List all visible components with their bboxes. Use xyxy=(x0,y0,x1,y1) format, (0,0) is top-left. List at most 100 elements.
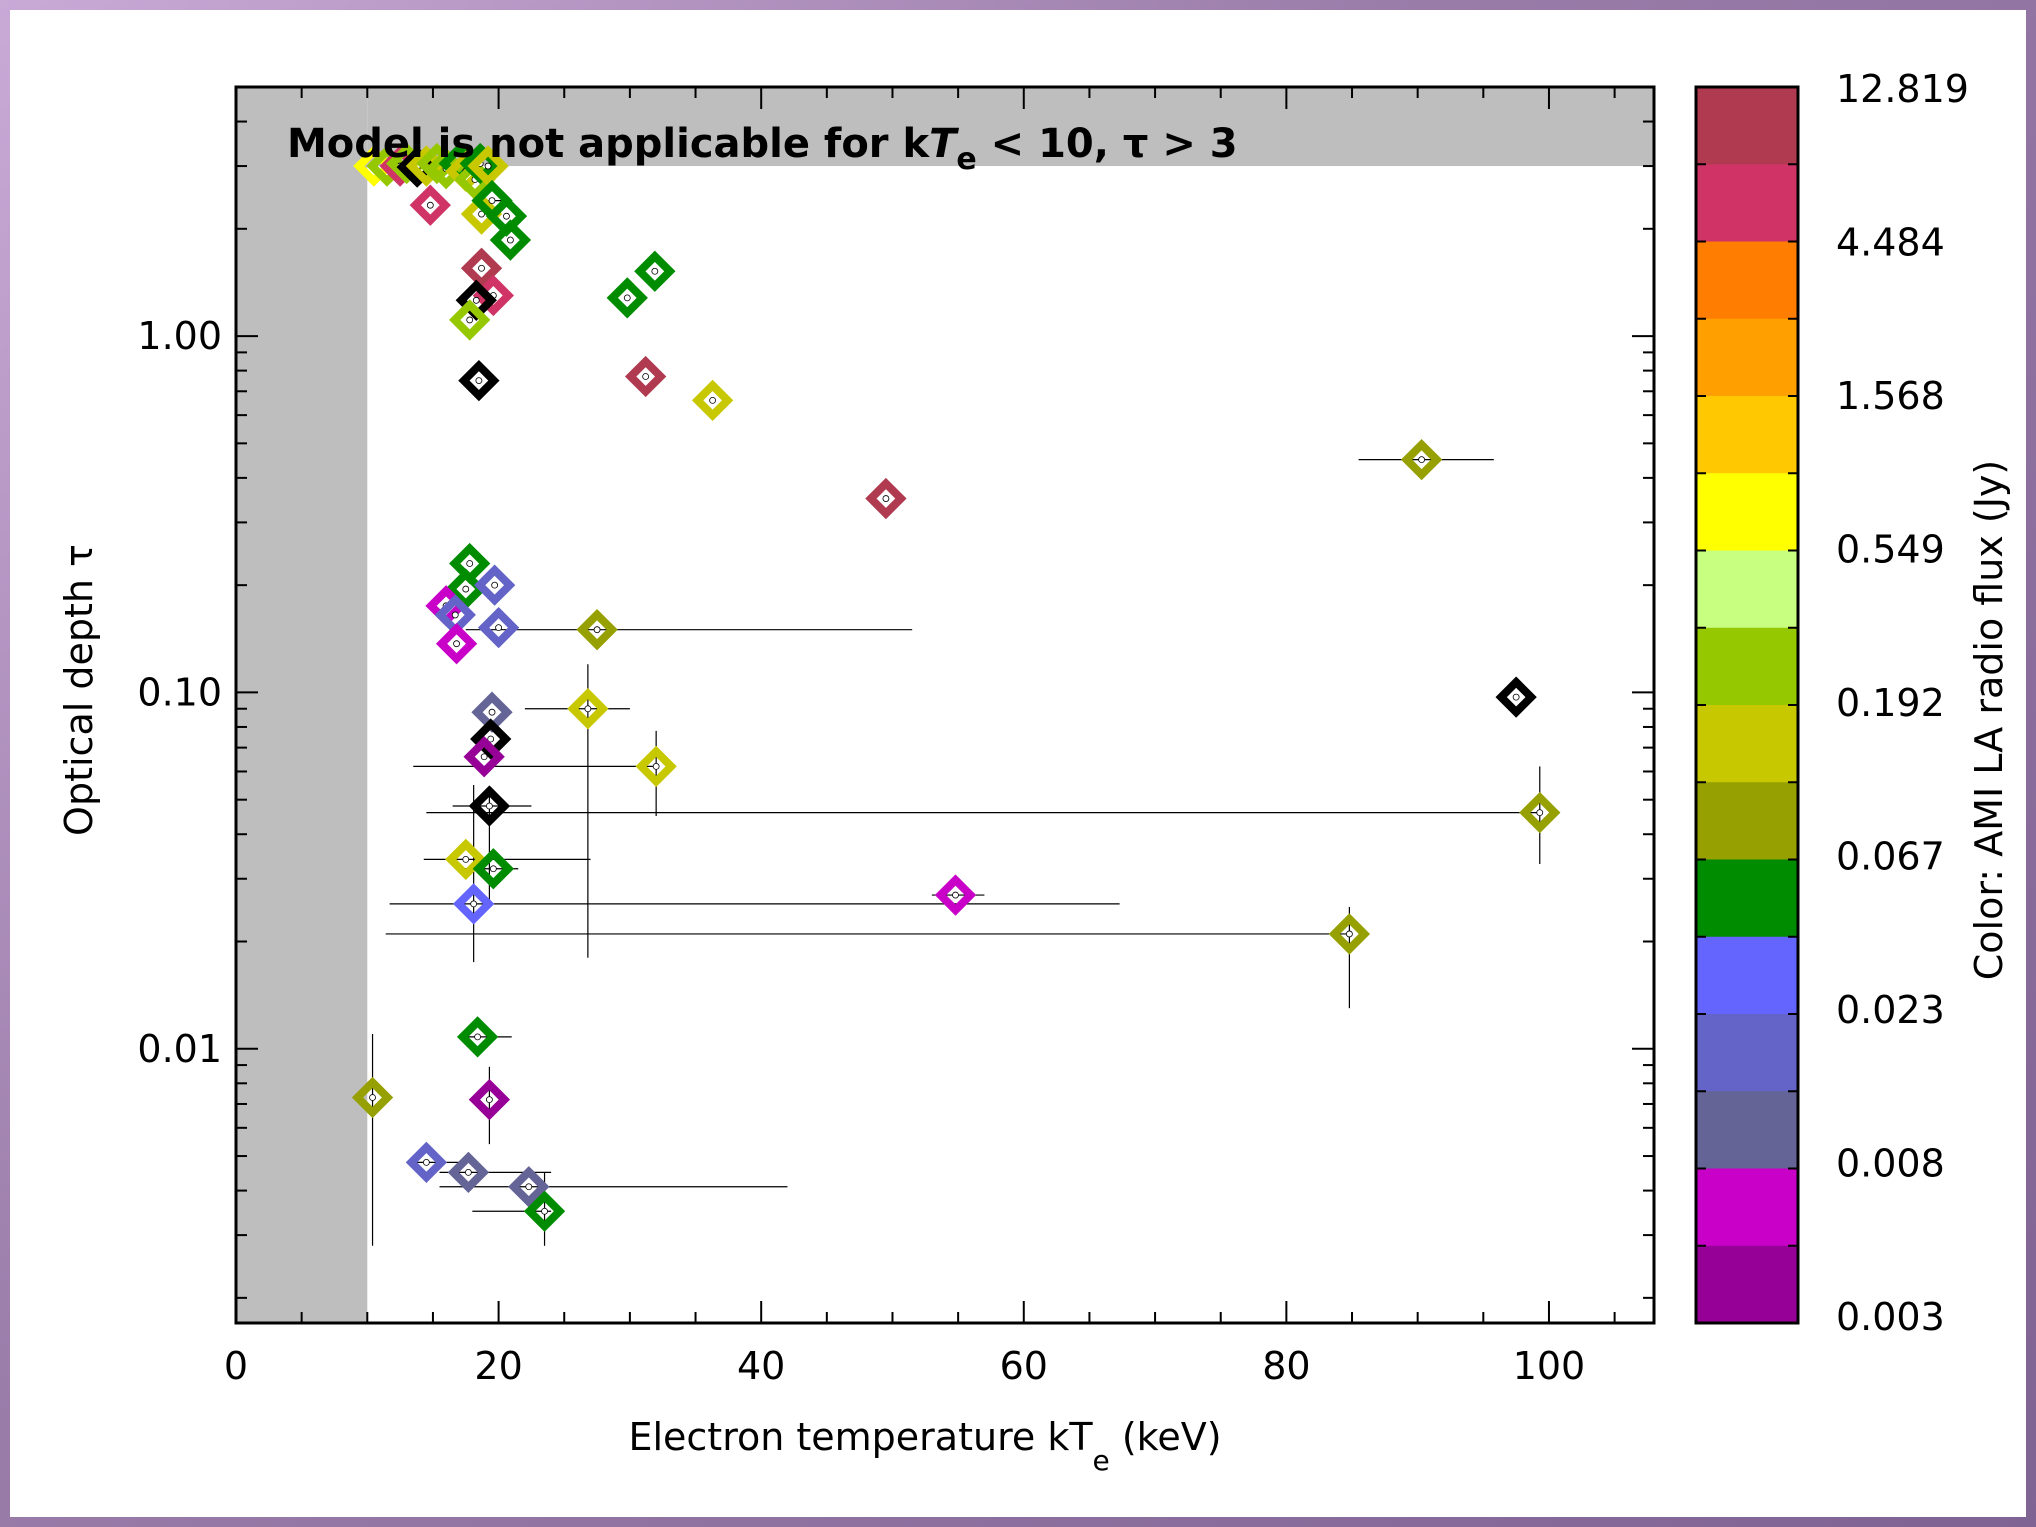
data-point xyxy=(865,477,907,520)
data-point xyxy=(472,848,514,890)
data-point xyxy=(1495,676,1537,718)
point-marker xyxy=(473,564,516,606)
data-point xyxy=(460,193,503,235)
point-center xyxy=(642,373,650,380)
colorbar-swatch xyxy=(1696,1245,1798,1324)
colorbar-tick-label: 0.067 xyxy=(1836,835,1945,879)
point-center xyxy=(525,1183,533,1191)
data-point xyxy=(1519,791,1561,834)
point-center xyxy=(462,585,470,593)
point-center xyxy=(453,640,460,648)
point-marker xyxy=(468,1078,511,1121)
x-tick-label: 60 xyxy=(1000,1344,1048,1388)
x-tick-label: 100 xyxy=(1513,1344,1586,1388)
point-center xyxy=(491,581,499,589)
scatter-chart: 0 20 40 60 80 100 0.01 0.10 1.00 Model is not ap… xyxy=(57,67,2011,1477)
data-point xyxy=(456,1016,499,1058)
tick-labels: 0 20 40 60 80 100 0.01 0.10 1.00 xyxy=(137,314,1585,1388)
point-marker xyxy=(460,193,503,235)
point-center xyxy=(593,626,601,634)
data-point xyxy=(405,1141,448,1184)
colorbar-tick-label: 4.484 xyxy=(1836,221,1945,265)
point-center xyxy=(495,624,502,632)
colorbar-tick-label: 0.003 xyxy=(1836,1295,1945,1339)
data-point xyxy=(351,1076,394,1119)
data-point xyxy=(467,145,509,187)
point-center xyxy=(474,1033,481,1041)
point-center xyxy=(422,1158,430,1166)
colorbar-swatch xyxy=(1696,318,1798,397)
point-marker xyxy=(508,1166,550,1208)
point-marker xyxy=(452,883,495,925)
data-point xyxy=(523,1190,566,1232)
point-marker xyxy=(458,359,500,402)
colorbar-tick-label: 0.192 xyxy=(1836,681,1945,725)
colorbar-swatch xyxy=(1696,473,1798,551)
point-marker xyxy=(1519,791,1561,834)
data-point xyxy=(477,606,520,649)
point-marker xyxy=(470,718,512,760)
point-marker xyxy=(1400,438,1443,481)
point-center xyxy=(507,236,514,244)
point-center xyxy=(464,1168,472,1176)
colorbar: 12.819 4.484 1.568 0.549 0.192 0.067 0.023 0.00… xyxy=(1694,67,1969,1339)
point-marker xyxy=(468,785,511,827)
colorbar-swatch xyxy=(1696,164,1798,242)
data-point xyxy=(473,564,516,606)
colorbar-swatch xyxy=(1696,1168,1798,1247)
point-marker xyxy=(456,1016,499,1058)
annotation-text: Model is not applicable for kTe < 10, τ … xyxy=(287,121,1238,177)
point-marker xyxy=(351,1076,394,1119)
point-marker xyxy=(409,184,451,226)
point-center xyxy=(652,763,660,770)
y-tick-label: 1.00 xyxy=(137,314,222,358)
point-marker xyxy=(460,247,503,289)
point-marker xyxy=(467,145,509,187)
point-marker xyxy=(523,1190,566,1232)
point-marker xyxy=(624,355,667,398)
colorbar-tick-label: 0.023 xyxy=(1836,988,1945,1032)
x-tick-label: 80 xyxy=(1262,1344,1310,1388)
point-center xyxy=(489,865,497,873)
point-center xyxy=(486,802,493,810)
point-center xyxy=(426,201,434,209)
point-center xyxy=(466,316,474,324)
data-point xyxy=(445,838,487,881)
point-marker xyxy=(606,277,648,319)
colorbar-tick-label: 0.008 xyxy=(1836,1142,1945,1186)
plot-frame xyxy=(234,85,1656,1325)
point-center xyxy=(1536,809,1544,816)
point-marker xyxy=(405,1141,448,1184)
point-center xyxy=(472,296,480,304)
x-tick-label: 20 xyxy=(474,1344,522,1388)
colorbar-swatch xyxy=(1696,241,1798,320)
data-point xyxy=(606,277,648,319)
point-marker xyxy=(447,1151,490,1194)
x-tick-label: 40 xyxy=(737,1344,785,1388)
error-bars xyxy=(371,199,1543,1246)
point-center xyxy=(484,162,492,170)
data-point xyxy=(567,688,609,730)
point-marker xyxy=(353,145,395,187)
y-tick-label: 0.01 xyxy=(137,1027,222,1071)
point-center xyxy=(466,560,474,567)
data-point xyxy=(409,184,451,226)
data-point xyxy=(508,1166,550,1208)
y-axis-label: Optical depth τ xyxy=(57,544,101,836)
point-marker xyxy=(1328,913,1371,955)
colorbar-tick-label: 12.819 xyxy=(1836,67,1969,111)
data-point xyxy=(489,219,532,261)
point-marker xyxy=(435,623,478,665)
y-tick-label: 0.10 xyxy=(137,670,222,714)
data-point xyxy=(452,883,495,925)
point-center xyxy=(451,611,459,619)
point-center xyxy=(882,495,890,502)
figure-frame: 0 20 40 60 80 100 0.01 0.10 1.00 Model is not ap… xyxy=(10,10,2026,1517)
data-point xyxy=(468,785,511,827)
point-marker xyxy=(449,299,491,341)
data-point xyxy=(576,609,618,651)
x-axis-label: Electron temperature kTe (keV) xyxy=(628,1415,1221,1477)
point-marker xyxy=(463,736,505,778)
excluded-region-1 xyxy=(367,87,1655,167)
data-point xyxy=(460,247,503,289)
